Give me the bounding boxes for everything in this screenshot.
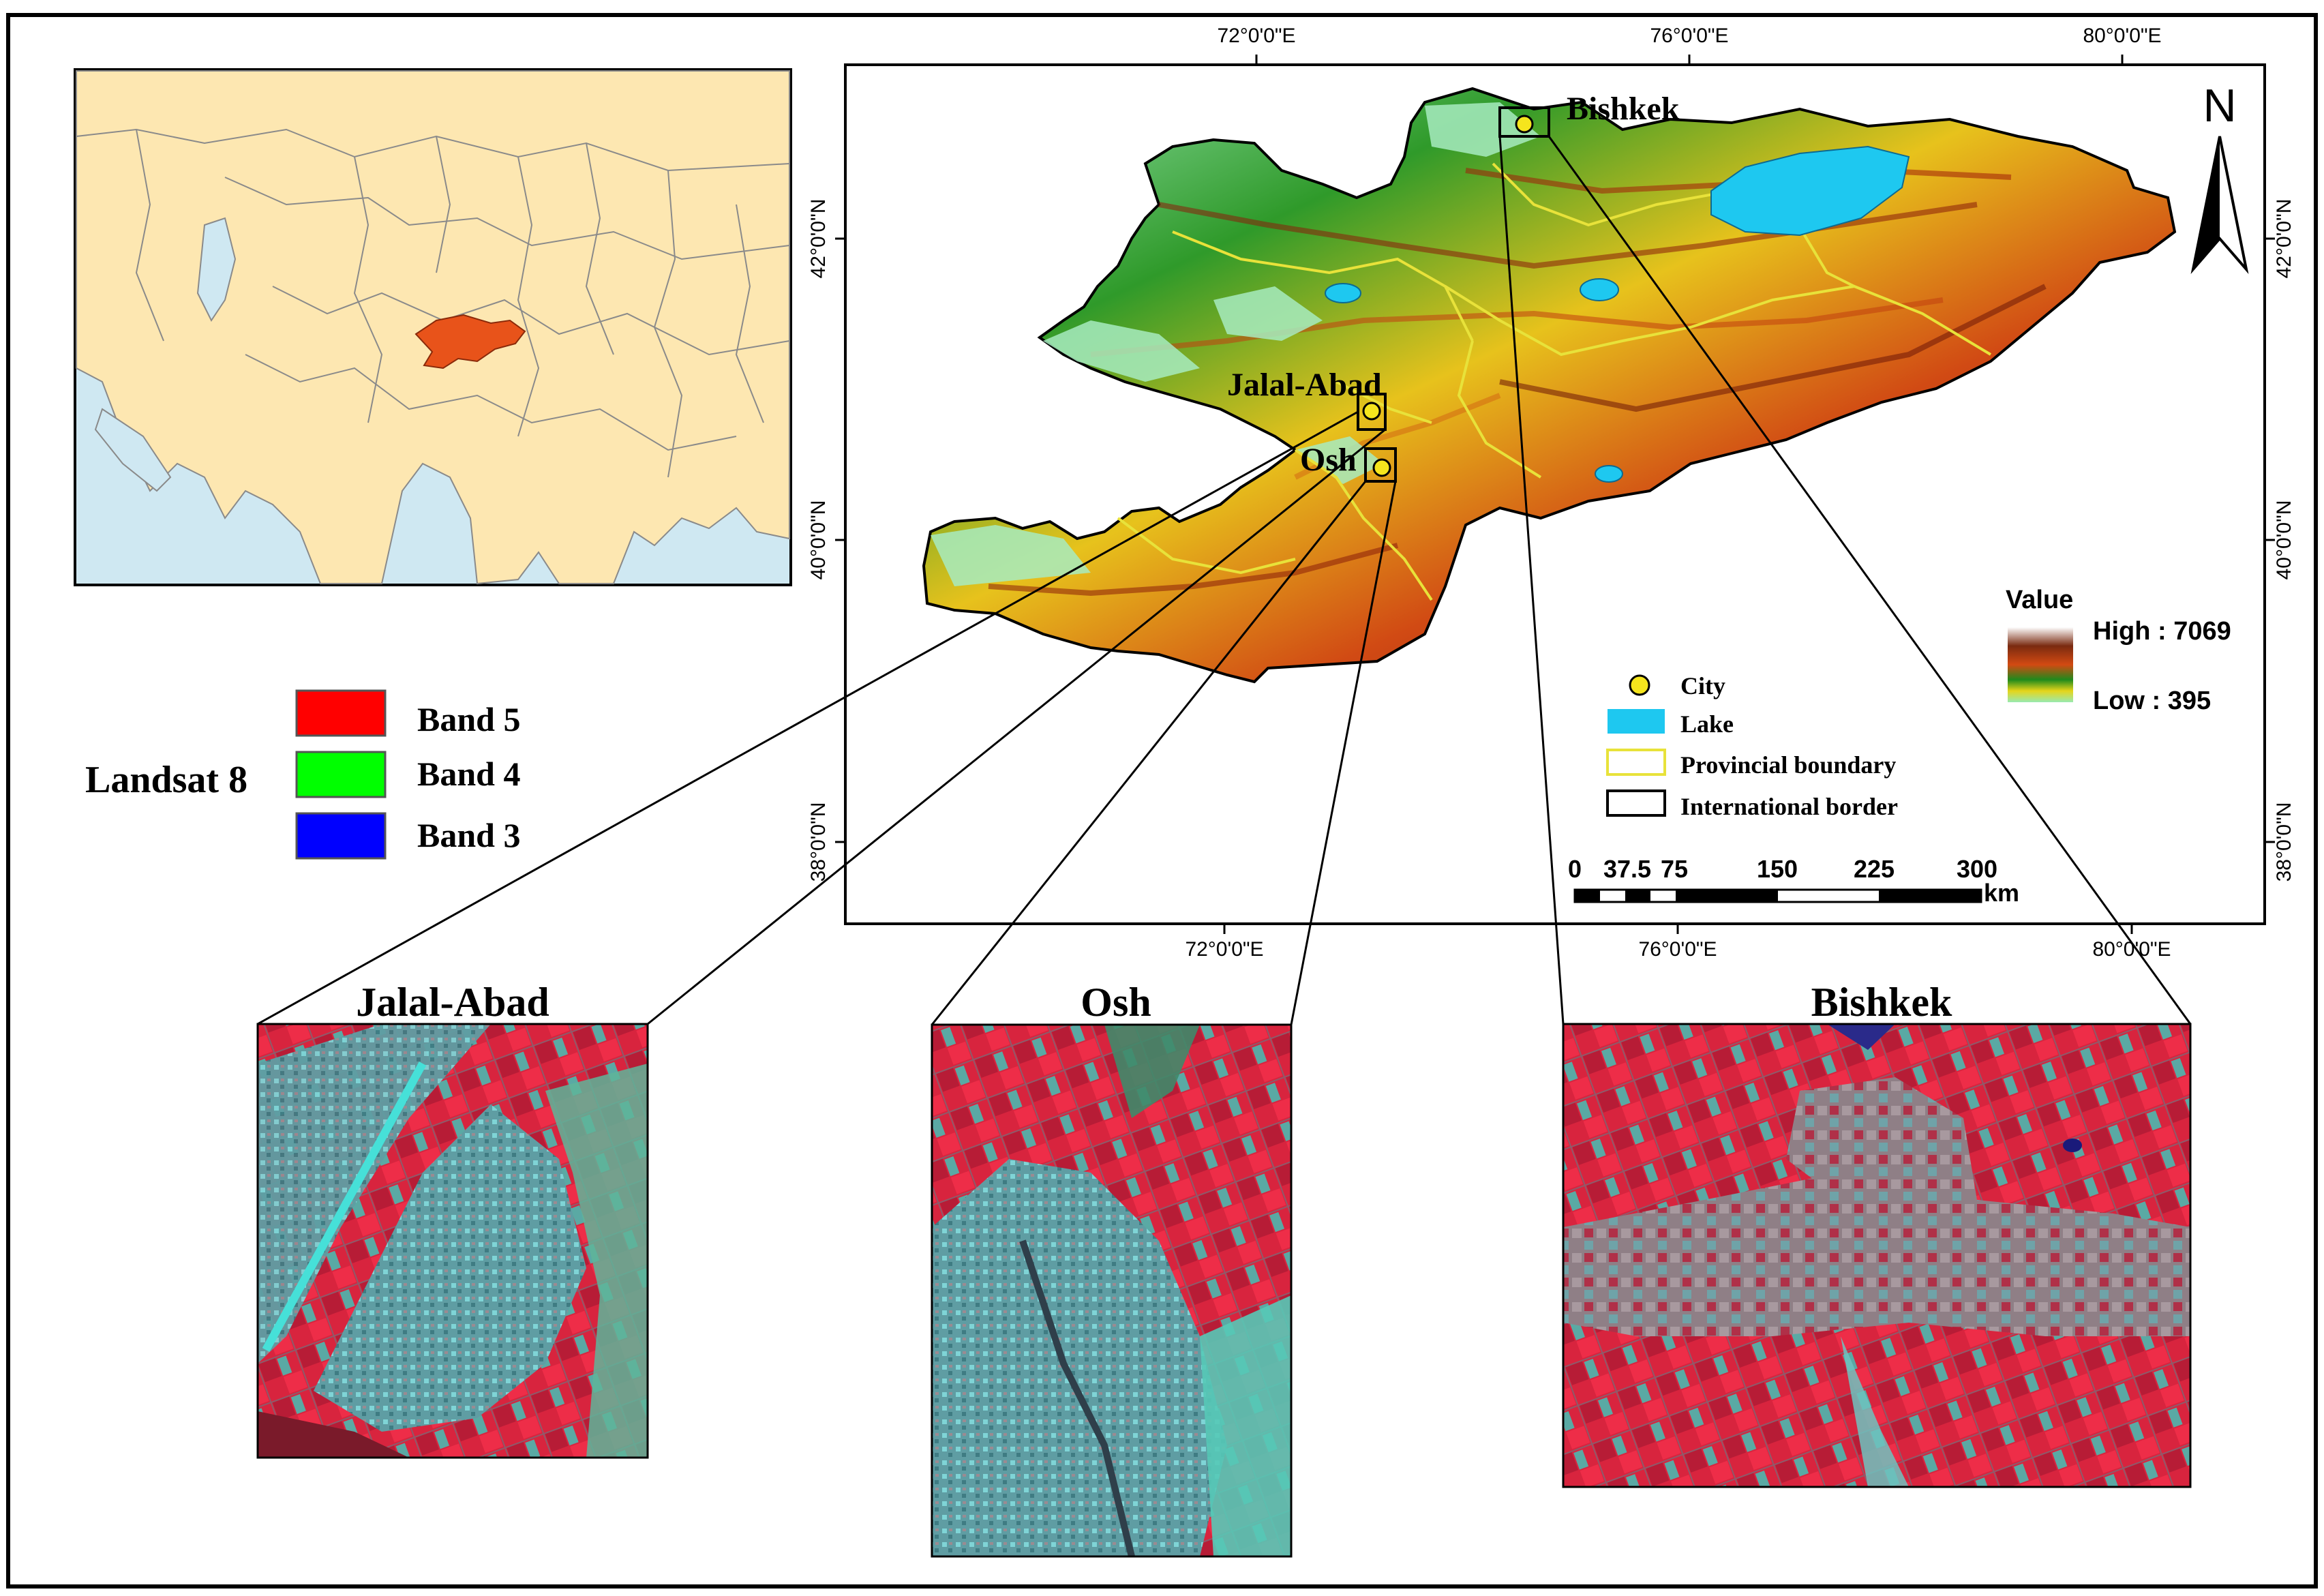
graticule-ticks bbox=[835, 55, 2275, 934]
graticule-labels-bottom: 72°0'0"E 76°0'0"E 80°0'0"E bbox=[1185, 938, 2171, 961]
jalal-abad-label: Jalal-Abad bbox=[1227, 367, 1382, 403]
lakes bbox=[1325, 145, 1910, 483]
lake-chatyr-kul bbox=[1595, 465, 1623, 483]
osh-extent-box bbox=[1364, 447, 1397, 483]
band4-label: Band 4 bbox=[417, 755, 520, 793]
scale-tick-37-5: 37.5 bbox=[1603, 855, 1651, 883]
scale-tick-300: 300 bbox=[1957, 855, 1997, 883]
lon-label-bottom-2: 76°0'0"E bbox=[1638, 938, 1717, 961]
elevation-high-label: High : 7069 bbox=[2093, 617, 2231, 646]
main-map: 72°0'0"E 76°0'0"E 80°0'0"E 72°0'0"E 76°0… bbox=[807, 25, 2295, 961]
band5-label: Band 5 bbox=[417, 700, 520, 738]
lon-label-top-2: 76°0'0"E bbox=[1650, 25, 1728, 47]
overview-kyrgyzstan-highlight bbox=[414, 314, 526, 370]
lon-label-top-1: 72°0'0"E bbox=[1217, 25, 1295, 47]
scale-unit: km bbox=[1984, 879, 2019, 907]
city-bishkek: Bishkek bbox=[1498, 91, 1680, 138]
elevation-legend: Value High : 7069 Low : 395 bbox=[2006, 586, 2231, 715]
overview-persian-gulf bbox=[94, 408, 172, 492]
overview-borders bbox=[76, 128, 790, 478]
band3-label: Band 3 bbox=[417, 816, 520, 854]
scale-tick-75: 75 bbox=[1661, 855, 1688, 883]
dem-lowlands bbox=[931, 102, 1541, 586]
lon-label-bottom-1: 72°0'0"E bbox=[1185, 938, 1263, 961]
band4-swatch bbox=[295, 751, 387, 798]
city-jalal-abad: Jalal-Abad bbox=[1227, 367, 1387, 431]
legend-provincial-label: Provincial boundary bbox=[1680, 751, 1896, 779]
lake-issyk-kul bbox=[1710, 145, 1910, 237]
lat-label-left-2: 40°0'0"N bbox=[807, 500, 830, 580]
lake-toktogul bbox=[1325, 283, 1361, 303]
elevation-color-ramp bbox=[2008, 627, 2073, 702]
elevation-low-label: Low : 395 bbox=[2093, 687, 2211, 715]
graticule-labels-top: 72°0'0"E 76°0'0"E 80°0'0"E bbox=[1217, 25, 2161, 47]
overview-caspian bbox=[196, 217, 237, 322]
bishkek-city-marker bbox=[1515, 115, 1534, 134]
legend-lake-label: Lake bbox=[1680, 710, 1734, 738]
lat-label-right-3: 38°0'0"N bbox=[2273, 802, 2295, 882]
panel-bishkek: Bishkek bbox=[1562, 980, 2192, 1488]
bishkek-extent-box bbox=[1498, 106, 1550, 138]
scale-tick-150: 150 bbox=[1757, 855, 1798, 883]
scale-tick-225: 225 bbox=[1854, 855, 1895, 883]
scale-tick-0: 0 bbox=[1568, 855, 1582, 883]
north-arrow: N bbox=[2190, 80, 2249, 275]
landsat-legend: Landsat 8 Band 5 Band 4 Band 3 bbox=[85, 689, 520, 860]
panel-jalal-abad-frame bbox=[256, 1023, 649, 1459]
legend-international-symbol bbox=[1606, 789, 1666, 817]
feature-legend: City Lake Provincial boundary Internatio… bbox=[1606, 672, 1898, 820]
legend-provincial-symbol bbox=[1606, 749, 1666, 776]
lat-label-right-2: 40°0'0"N bbox=[2273, 500, 2295, 580]
legend-international-label: International border bbox=[1680, 793, 1898, 820]
osh-city-marker bbox=[1372, 458, 1391, 477]
panel-jalal-abad: Jalal-Abad bbox=[256, 980, 649, 1459]
lat-label-left-3: 38°0'0"N bbox=[807, 802, 830, 882]
lake-son-kul bbox=[1580, 278, 1619, 301]
landsat-title: Landsat 8 bbox=[85, 759, 247, 801]
bishkek-label: Bishkek bbox=[1567, 91, 1680, 127]
legend-city-symbol bbox=[1629, 674, 1650, 696]
elevation-legend-title: Value bbox=[2006, 586, 2073, 614]
panel-jalal-abad-title: Jalal-Abad bbox=[356, 980, 549, 1025]
graticule-labels-right: 42°0'0"N 40°0'0"N 38°0'0"N bbox=[2273, 199, 2295, 882]
panel-osh-frame bbox=[931, 1023, 1293, 1558]
overview-map bbox=[74, 68, 792, 586]
lat-label-right-1: 42°0'0"N bbox=[2273, 199, 2295, 279]
lon-label-top-3: 80°0'0"E bbox=[2083, 25, 2161, 47]
city-osh: Osh bbox=[1300, 442, 1397, 483]
panel-osh-title: Osh bbox=[1081, 980, 1151, 1025]
legend-city-label: City bbox=[1680, 672, 1725, 699]
zoom-connector-lines bbox=[257, 136, 2192, 1025]
scale-bar: 0 37.5 75 150 225 300 km bbox=[1568, 855, 2019, 907]
graticule-labels-left: 42°0'0"N 40°0'0"N 38°0'0"N bbox=[807, 199, 830, 882]
legend-lake-symbol bbox=[1608, 709, 1665, 734]
north-arrow-label: N bbox=[2203, 80, 2236, 132]
band3-swatch bbox=[295, 812, 387, 860]
panel-bishkek-frame bbox=[1562, 1023, 2192, 1488]
band5-swatch bbox=[295, 689, 387, 737]
jalal-abad-city-marker bbox=[1362, 402, 1381, 421]
panel-osh: Osh bbox=[931, 980, 1293, 1558]
panel-bishkek-title: Bishkek bbox=[1811, 980, 1952, 1025]
lat-label-left-1: 42°0'0"N bbox=[807, 199, 830, 279]
